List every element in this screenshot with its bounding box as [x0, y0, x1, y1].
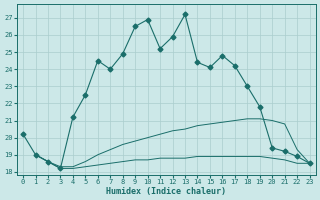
- X-axis label: Humidex (Indice chaleur): Humidex (Indice chaleur): [106, 187, 226, 196]
